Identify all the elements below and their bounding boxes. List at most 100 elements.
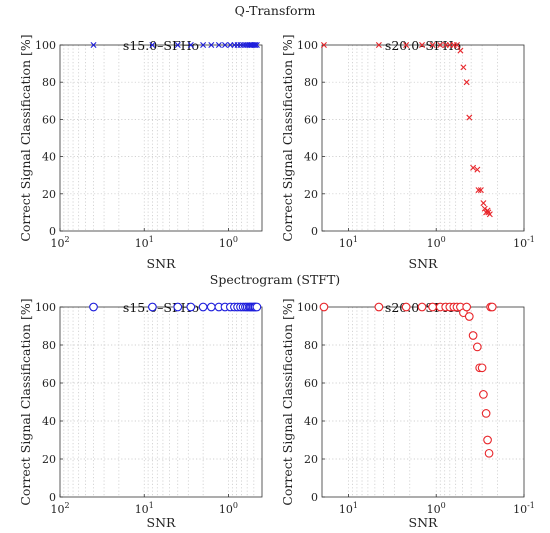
axes-box bbox=[59, 306, 263, 498]
y-tick-label: 40 bbox=[304, 151, 318, 164]
y-axis-label: Correct Signal Classification [%] bbox=[280, 34, 295, 241]
data-point bbox=[474, 166, 481, 173]
data-point bbox=[375, 42, 382, 48]
x-tick-label: 10-1 bbox=[513, 501, 535, 516]
data-point bbox=[319, 302, 329, 312]
data-point bbox=[89, 302, 98, 312]
x-tick-label: 101 bbox=[339, 501, 358, 516]
y-tick-label: 60 bbox=[42, 377, 56, 390]
data-point bbox=[200, 42, 207, 48]
x-tick-label: 102 bbox=[50, 501, 69, 516]
section-title-qtransform: Q-Transform bbox=[234, 3, 316, 18]
y-tick-label: 80 bbox=[304, 76, 318, 89]
y-tick-label: 0 bbox=[311, 225, 318, 238]
data-point bbox=[460, 64, 467, 71]
y-tick-label: 40 bbox=[42, 415, 56, 428]
data-point bbox=[484, 207, 491, 214]
y-tick-label: 0 bbox=[49, 491, 56, 504]
y-tick-label: 60 bbox=[304, 113, 318, 126]
y-tick-label: 20 bbox=[42, 453, 56, 466]
section-title-stft: Spectrogram (STFT) bbox=[209, 272, 341, 287]
x-tick-label: 10-1 bbox=[513, 235, 535, 250]
data-point bbox=[374, 302, 384, 312]
data-point bbox=[174, 42, 181, 48]
axes-box bbox=[321, 44, 525, 232]
plot-area bbox=[322, 45, 524, 231]
y-tick-label: 80 bbox=[304, 339, 318, 352]
data-point bbox=[481, 409, 491, 418]
data-point bbox=[208, 42, 215, 48]
y-tick-label: 60 bbox=[304, 377, 318, 390]
data-point bbox=[477, 187, 484, 194]
data-point bbox=[186, 302, 196, 312]
data-point bbox=[484, 448, 494, 458]
data-point bbox=[173, 302, 183, 312]
y-tick-label: 80 bbox=[42, 76, 56, 89]
chart-panel-0: 0 20 40 60 80 100 102 101 100 s15.0–SFHo SNR Correc… bbox=[18, 34, 263, 271]
data-point bbox=[237, 42, 244, 48]
series-0 bbox=[319, 302, 497, 458]
data-point bbox=[475, 187, 482, 194]
y-axis-label: Correct Signal Classification [%] bbox=[280, 298, 295, 505]
data-point bbox=[479, 390, 488, 399]
data-point bbox=[320, 42, 327, 48]
y-tick-label: 100 bbox=[35, 301, 56, 314]
x-tick-label: 102 bbox=[50, 235, 69, 250]
data-point bbox=[222, 42, 228, 48]
data-point bbox=[187, 42, 194, 48]
y-axis-label: Correct Signal Classification [%] bbox=[18, 34, 33, 241]
data-point bbox=[403, 42, 410, 48]
y-tick-label: 0 bbox=[49, 225, 56, 238]
x-tick-label: 100 bbox=[219, 501, 238, 516]
x-axis-label: SNR bbox=[409, 515, 439, 530]
data-point bbox=[198, 302, 208, 312]
data-point bbox=[419, 42, 426, 48]
plot-area bbox=[322, 307, 524, 497]
chart-title: s15.0–SFHo bbox=[123, 38, 199, 53]
x-tick-label: 100 bbox=[427, 501, 446, 516]
data-point bbox=[453, 42, 460, 48]
data-point bbox=[428, 302, 437, 312]
data-point bbox=[252, 42, 259, 48]
x-tick-label: 101 bbox=[135, 235, 154, 250]
series-0 bbox=[90, 42, 260, 48]
y-tick-label: 40 bbox=[42, 151, 56, 164]
data-point bbox=[477, 363, 487, 373]
data-point bbox=[206, 302, 216, 312]
y-tick-label: 60 bbox=[42, 113, 56, 126]
x-tick-label: 100 bbox=[219, 235, 238, 250]
data-point bbox=[215, 42, 222, 48]
x-axis-label: SNR bbox=[409, 256, 439, 271]
data-point bbox=[470, 164, 477, 171]
data-point bbox=[149, 42, 156, 48]
series-0 bbox=[89, 302, 262, 312]
data-point bbox=[429, 42, 436, 48]
data-point bbox=[483, 435, 492, 445]
data-point bbox=[90, 42, 97, 48]
plot-area bbox=[60, 307, 262, 497]
y-tick-label: 100 bbox=[297, 39, 318, 52]
data-point bbox=[472, 342, 482, 352]
y-tick-label: 20 bbox=[304, 188, 318, 201]
y-tick-label: 100 bbox=[297, 301, 318, 314]
data-point bbox=[466, 114, 473, 121]
data-point bbox=[462, 302, 472, 312]
x-tick-label: 101 bbox=[339, 235, 358, 250]
data-point bbox=[457, 47, 464, 54]
x-axis-label: SNR bbox=[147, 515, 177, 530]
plot-area bbox=[60, 45, 262, 231]
y-tick-label: 20 bbox=[304, 453, 318, 466]
y-tick-label: 20 bbox=[42, 188, 56, 201]
chart-panel-3: 02040608010010110010-1s20.0–SFHoSNRCorre… bbox=[280, 298, 535, 530]
data-point bbox=[487, 302, 497, 312]
axes-box bbox=[59, 44, 263, 232]
data-point bbox=[148, 302, 157, 312]
data-point bbox=[253, 42, 260, 48]
data-point bbox=[401, 302, 411, 312]
y-tick-label: 0 bbox=[311, 491, 318, 504]
data-point bbox=[463, 79, 470, 86]
data-point bbox=[252, 302, 262, 312]
data-point bbox=[480, 200, 487, 207]
